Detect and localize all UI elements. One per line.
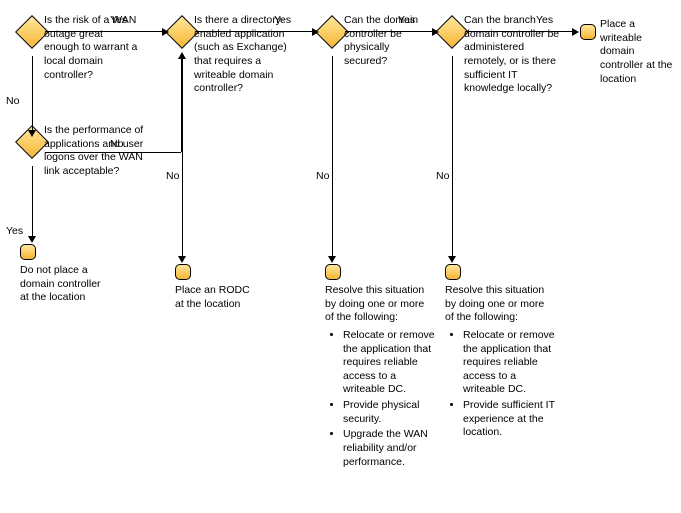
edge-segment — [465, 31, 573, 32]
resolve-security-list: Relocate or remove the application that … — [325, 329, 435, 469]
terminal-no-dc-text: Do not place a domain controller at the … — [20, 264, 110, 305]
terminal-no-dc — [20, 244, 36, 260]
terminal-rodc — [175, 264, 191, 280]
edge-arrow — [162, 28, 169, 36]
resolve-admin-item: Relocate or remove the application that … — [463, 329, 555, 397]
edge-segment — [45, 31, 162, 32]
edge-label: No — [316, 170, 329, 182]
edge-segment — [32, 56, 33, 132]
edge-arrow — [432, 28, 439, 36]
edge-arrow — [312, 28, 319, 36]
edge-label: Yes — [536, 14, 553, 26]
edge-segment — [195, 31, 312, 32]
edge-arrow — [448, 256, 456, 263]
terminal-writable-dc — [580, 24, 596, 40]
edge-label: No — [110, 138, 123, 150]
decision-remote-admin-text: Can the branch domain controller be admi… — [464, 14, 566, 96]
terminal-resolve-admin-text: Resolve this situation by doing one or m… — [445, 284, 555, 442]
edge-segment — [182, 56, 183, 258]
edge-arrow — [572, 28, 579, 36]
resolve-admin-list: Relocate or remove the application that … — [445, 329, 555, 440]
edge-label: Yes — [110, 14, 127, 26]
edge-segment — [452, 56, 453, 258]
edge-segment — [332, 56, 333, 258]
terminal-writable-dc-text: Place a writeable domain controller at t… — [600, 18, 678, 86]
edge-arrow — [328, 256, 336, 263]
resolve-security-item: Upgrade the WAN reliability and/or perfo… — [343, 428, 435, 469]
edge-arrow — [178, 256, 186, 263]
terminal-rodc-text: Place an RODC at the location — [175, 284, 255, 311]
edge-label: No — [436, 170, 449, 182]
edge-label: Yes — [274, 14, 291, 26]
terminal-resolve-security-text: Resolve this situation by doing one or m… — [325, 284, 435, 471]
edge-arrow — [28, 236, 36, 243]
edge-label: Yes — [398, 14, 415, 26]
terminal-resolve-admin — [445, 264, 461, 280]
edge-label: Yes — [6, 225, 23, 237]
edge-segment — [32, 166, 33, 238]
terminal-resolve-security — [325, 264, 341, 280]
edge-label: No — [166, 170, 179, 182]
flowchart-canvas: { "type": "flowchart", "background_color… — [0, 0, 681, 513]
resolve-admin-intro: Resolve this situation by doing one or m… — [445, 284, 544, 323]
edge-label: No — [6, 95, 19, 107]
resolve-security-item: Provide physical security. — [343, 399, 435, 426]
decision-directory-app-text: Is there a directory-enabled application… — [194, 14, 296, 96]
edge-arrow — [28, 130, 36, 137]
resolve-admin-item: Provide sufficient IT experience at the … — [463, 399, 555, 440]
resolve-security-intro: Resolve this situation by doing one or m… — [325, 284, 424, 323]
edge-segment — [45, 152, 181, 153]
edge-segment — [345, 31, 433, 32]
resolve-security-item: Relocate or remove the application that … — [343, 329, 435, 397]
